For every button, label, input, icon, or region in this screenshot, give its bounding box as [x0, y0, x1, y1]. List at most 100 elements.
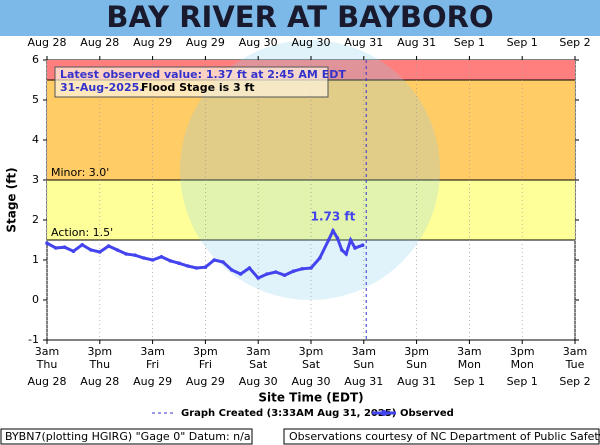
data-point: [80, 243, 84, 247]
x-date-label-top: Aug 31: [344, 36, 383, 49]
data-point: [265, 272, 269, 276]
x-tick-label: 3am: [457, 345, 481, 358]
data-point: [309, 266, 313, 270]
data-point: [221, 260, 225, 264]
data-point: [344, 252, 349, 256]
data-point: [340, 248, 344, 252]
data-point: [212, 258, 216, 262]
x-day-label: Thu: [36, 358, 58, 371]
data-point: [360, 243, 365, 247]
data-point: [331, 229, 335, 233]
x-date-label: Sep 1: [454, 375, 485, 388]
info-line: Latest observed value: 1.37 ft at 2:45 A…: [60, 68, 346, 81]
x-date-label: Aug 30: [292, 375, 331, 388]
flood-label: Minor: 3.0': [51, 166, 109, 179]
flood-band: [47, 180, 575, 240]
data-point: [348, 238, 353, 242]
x-day-label: Mon: [511, 358, 534, 371]
data-point: [335, 236, 340, 240]
x-tick-label: 3pm: [510, 345, 535, 358]
x-date-label: Aug 31: [344, 375, 383, 388]
footer-left-box: [0, 428, 253, 445]
info-line: Flood Stage is 3 ft: [141, 81, 255, 94]
data-point: [177, 261, 181, 266]
data-point: [106, 244, 111, 248]
data-point: [326, 238, 331, 242]
data-point: [247, 266, 252, 270]
x-date-label-top: Aug 29: [186, 36, 225, 49]
x-day-label: Fri: [146, 358, 159, 371]
data-point: [150, 258, 155, 262]
data-point: [274, 270, 278, 274]
data-point: [89, 248, 93, 252]
x-date-label-top: Sep 1: [507, 36, 538, 49]
y-tick-label: -1: [28, 333, 39, 346]
x-day-label: Sat: [249, 358, 268, 371]
y-axis-label: Stage (ft): [5, 167, 19, 232]
data-point: [168, 259, 172, 263]
data-point: [186, 264, 190, 268]
x-date-label-top: Aug 28: [28, 36, 67, 49]
x-date-label: Aug 29: [186, 375, 225, 388]
data-point: [256, 276, 261, 280]
x-day-label: Tue: [565, 358, 585, 371]
flood-label: Action: 1.5': [51, 226, 113, 239]
x-date-label: Aug 28: [28, 375, 67, 388]
data-point: [159, 254, 164, 259]
x-day-label: Sun: [406, 358, 427, 371]
x-date-label-top: Aug 30: [239, 36, 278, 49]
info-box: [54, 66, 329, 98]
x-date-label-top: Sep 1: [454, 36, 485, 49]
x-tick-label: 3pm: [299, 345, 324, 358]
x-day-label: Thu: [88, 358, 110, 371]
x-tick-label: 3pm: [87, 345, 112, 358]
data-label: 1.73 ft: [311, 209, 356, 223]
x-tick-label: 3am: [35, 345, 59, 358]
data-point: [230, 268, 234, 272]
x-date-label: Sep 1: [507, 375, 538, 388]
x-day-label: Sat: [302, 358, 321, 371]
x-tick-label: 3am: [246, 345, 270, 358]
chart-title: BAY RIVER AT BAYBORO: [106, 0, 493, 34]
x-date-label: Aug 29: [133, 375, 172, 388]
x-tick-label: 3pm: [193, 345, 218, 358]
data-point: [62, 245, 67, 249]
data-point: [282, 273, 287, 278]
data-point: [203, 265, 208, 270]
footer-right-box: [283, 428, 600, 445]
title-bar: [0, 0, 600, 36]
x-axis-label: Site Time (EDT): [258, 391, 363, 405]
data-point: [98, 250, 102, 254]
legend-created-label: Graph Created (3:33AM Aug 31, 2025): [181, 408, 396, 419]
x-date-label: Aug 31: [397, 375, 436, 388]
y-tick-label: 3: [32, 173, 39, 186]
y-tick-label: 5: [32, 93, 39, 106]
x-tick-label: 3pm: [404, 345, 429, 358]
y-tick-label: 6: [32, 53, 39, 66]
y-tick-label: 2: [32, 213, 39, 226]
data-point: [300, 267, 305, 271]
x-date-label: Aug 30: [239, 375, 278, 388]
data-point: [142, 256, 146, 260]
watermark: [180, 40, 440, 300]
footer-right: Observations courtesy of NC Department o…: [289, 430, 600, 443]
legend-marker: [381, 410, 387, 416]
x-date-label-top: Aug 29: [133, 36, 172, 49]
x-date-label-top: Aug 28: [80, 36, 119, 49]
x-tick-label: 3am: [352, 345, 376, 358]
legend-label: Observed: [400, 408, 454, 419]
x-day-label: Fri: [199, 358, 212, 371]
data-point: [133, 253, 137, 257]
x-date-label-top: Aug 30: [292, 36, 331, 49]
data-point: [71, 249, 76, 253]
data-point: [54, 246, 58, 250]
data-point: [318, 256, 322, 260]
x-date-label-top: Aug 31: [397, 36, 436, 49]
y-tick-label: 1: [32, 253, 39, 266]
x-day-label: Mon: [458, 358, 481, 371]
data-point: [353, 246, 357, 250]
info-line: 31-Aug-2025.: [60, 81, 143, 94]
x-tick-label: 3am: [140, 345, 164, 358]
data-point: [115, 248, 120, 252]
